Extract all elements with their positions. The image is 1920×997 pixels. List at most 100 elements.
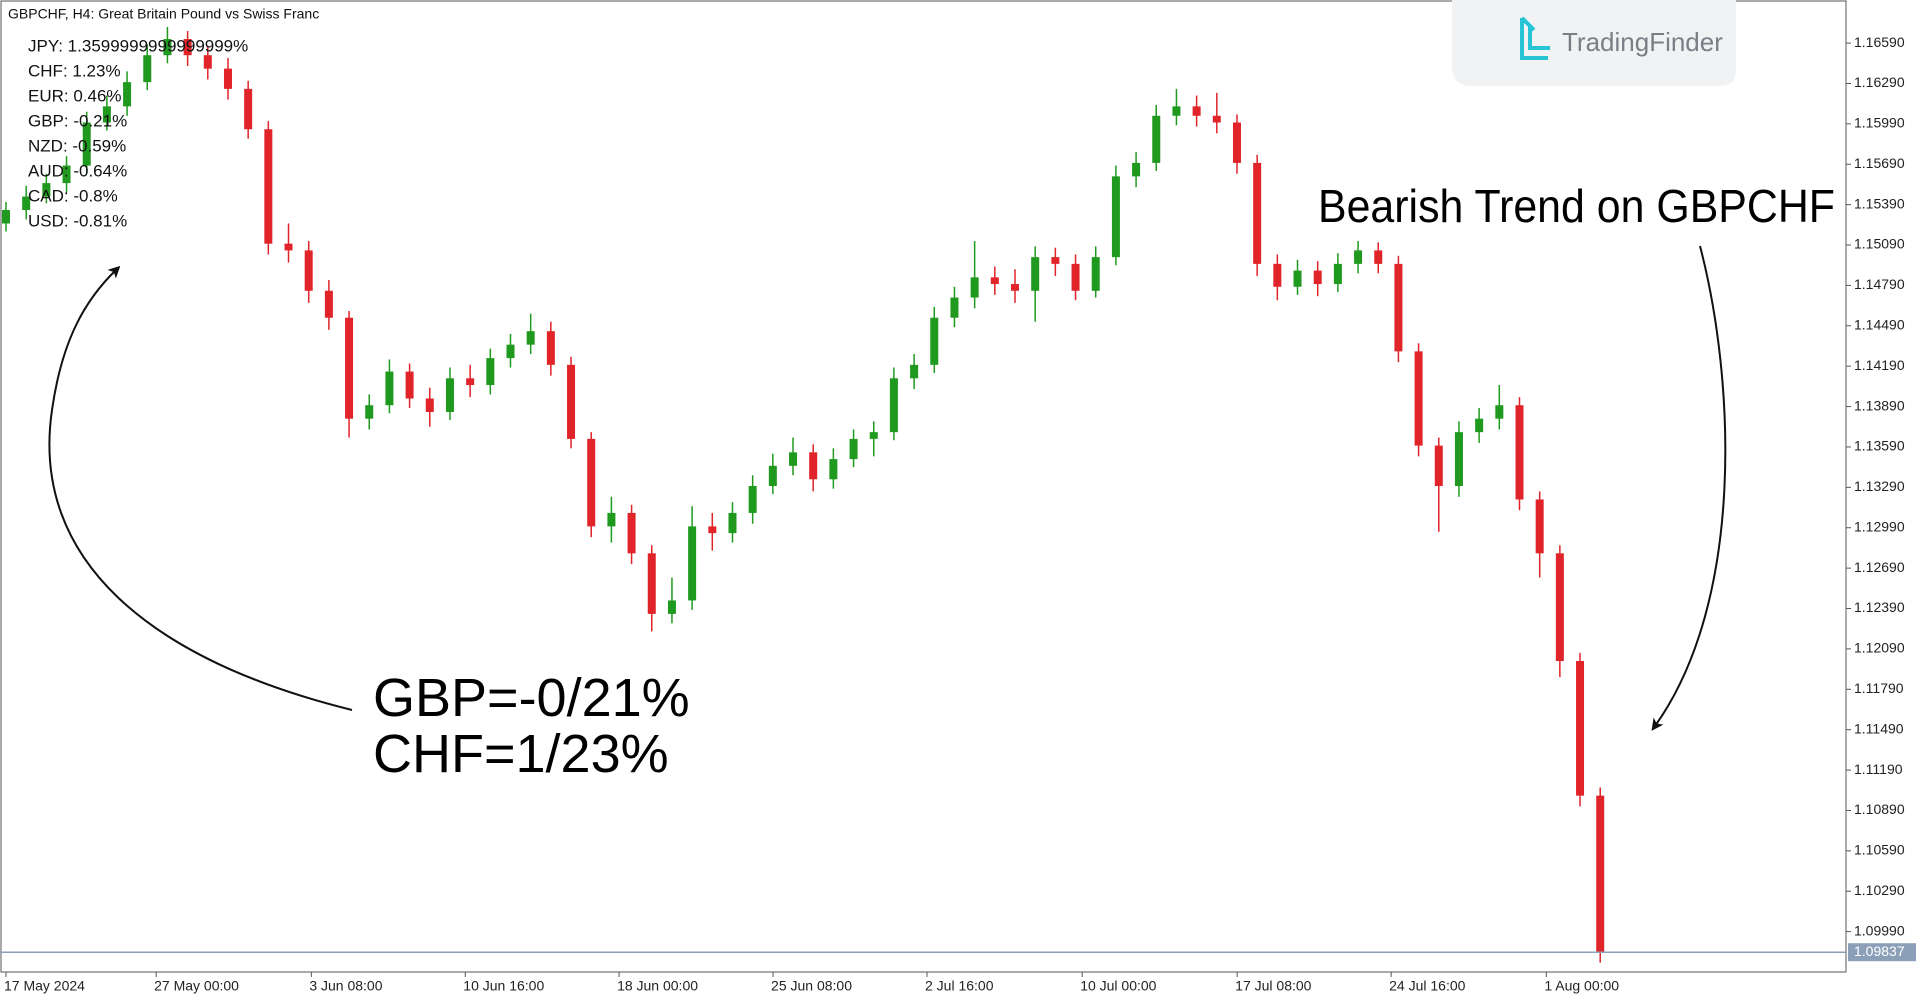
x-tick-label: 10 Jun 16:00	[463, 978, 544, 994]
candle-body	[1152, 115, 1161, 163]
y-tick-label: 1.13890	[1854, 397, 1905, 413]
candle-body	[365, 405, 374, 419]
candle-body	[385, 371, 394, 406]
candle-body	[829, 459, 838, 480]
candle-body	[950, 297, 959, 318]
candle-body	[2, 210, 10, 224]
candle-body	[486, 358, 495, 386]
candle-body	[1212, 115, 1221, 123]
strength-entry: GBP: -0.21%	[28, 111, 127, 130]
candle-body	[1111, 176, 1120, 258]
candle-body	[1454, 432, 1463, 486]
candle-body	[546, 331, 555, 365]
candle-body	[1192, 106, 1201, 116]
candle-body	[324, 290, 333, 318]
candle-body	[889, 378, 898, 433]
logo-icon	[1520, 16, 1550, 60]
candle-body	[82, 122, 91, 166]
candle-body	[405, 371, 414, 399]
candle-body	[768, 465, 777, 486]
y-tick-label: 1.13290	[1854, 478, 1905, 494]
candle-body	[1333, 263, 1342, 285]
y-tick-label: 1.12390	[1854, 599, 1905, 615]
candle-body	[667, 600, 676, 614]
candle-body	[1313, 270, 1322, 285]
candle-body	[1071, 263, 1080, 291]
arrow-right	[1651, 245, 1727, 731]
candle-body	[809, 452, 818, 480]
candle-body	[708, 526, 717, 534]
x-tick-label: 2 Jul 16:00	[925, 978, 994, 994]
candle-body	[728, 512, 737, 534]
strength-entry: CAD: -0.8%	[28, 186, 118, 205]
candle-body	[163, 39, 172, 56]
y-tick-label: 1.10590	[1854, 842, 1905, 858]
candle-body	[526, 331, 535, 345]
candle-body	[284, 243, 293, 251]
candle-body	[1434, 445, 1443, 486]
x-tick-label: 24 Jul 16:00	[1389, 978, 1465, 994]
candle-body	[1011, 284, 1019, 291]
candle-body	[647, 553, 656, 614]
candle-body	[789, 452, 798, 466]
candle-body	[1555, 553, 1564, 662]
candle-body	[1414, 351, 1423, 446]
y-tick-label: 1.10890	[1854, 801, 1905, 817]
candle-body	[42, 183, 51, 197]
candle-body	[223, 68, 232, 89]
strength-entry: JPY: 1.3599999999999999%	[28, 36, 248, 55]
y-tick-label: 1.13590	[1854, 438, 1905, 454]
candle-body	[506, 344, 515, 359]
candle-body	[1293, 270, 1302, 287]
last-price-label: 1.09837	[1854, 943, 1905, 959]
candles	[2, 26, 1605, 963]
candle-body	[264, 129, 273, 244]
candle-body	[607, 512, 616, 527]
candle-body	[1232, 122, 1241, 163]
candle-body	[567, 364, 576, 439]
candle-body	[1273, 263, 1282, 287]
candle-body	[1394, 263, 1403, 352]
y-tick-label: 1.16590	[1854, 34, 1905, 50]
candle-body	[102, 106, 111, 123]
candle-body	[688, 526, 697, 601]
y-tick-label: 1.14490	[1854, 316, 1905, 332]
candle-body	[1031, 257, 1040, 291]
candle-body	[345, 317, 354, 419]
x-tick-label: 1 Aug 00:00	[1544, 978, 1619, 994]
candle-body	[748, 486, 757, 513]
last-price-box	[1848, 943, 1916, 962]
candle-body	[143, 55, 152, 83]
y-tick-label: 1.12690	[1854, 559, 1905, 575]
candle-body	[445, 378, 454, 412]
y-tick-label: 1.10290	[1854, 882, 1905, 898]
annotation: CHF=1/23%	[373, 724, 669, 784]
candle-body	[1091, 257, 1100, 291]
candle-body	[1535, 499, 1544, 554]
candle-body	[1515, 405, 1524, 500]
candle-body	[1172, 106, 1181, 116]
candle-body	[22, 196, 31, 211]
strength-entry: NZD: -0.59%	[28, 136, 126, 155]
candle-body	[627, 512, 636, 554]
strength-entry: EUR: 0.46%	[28, 86, 122, 105]
x-tick-label: 25 Jun 08:00	[771, 978, 852, 994]
candle-body	[1253, 162, 1262, 264]
candle-body	[425, 398, 434, 412]
arrow-left	[48, 265, 353, 711]
candle-body	[466, 378, 475, 386]
y-tick-label: 1.15390	[1854, 195, 1905, 211]
x-tick-label: 3 Jun 08:00	[309, 978, 382, 994]
candle-body	[183, 39, 192, 56]
annotation: Bearish Trend on GBPCHF	[1318, 180, 1835, 232]
annotation: GBP=-0/21%	[373, 668, 690, 728]
y-tick-label: 1.11190	[1854, 761, 1903, 777]
y-tick-label: 1.15690	[1854, 155, 1905, 171]
candle-body	[1051, 257, 1060, 264]
candle-body	[123, 82, 132, 107]
candle-body	[244, 88, 253, 130]
y-tick-label: 1.11790	[1854, 680, 1904, 696]
y-tick-label: 1.15990	[1854, 115, 1905, 131]
